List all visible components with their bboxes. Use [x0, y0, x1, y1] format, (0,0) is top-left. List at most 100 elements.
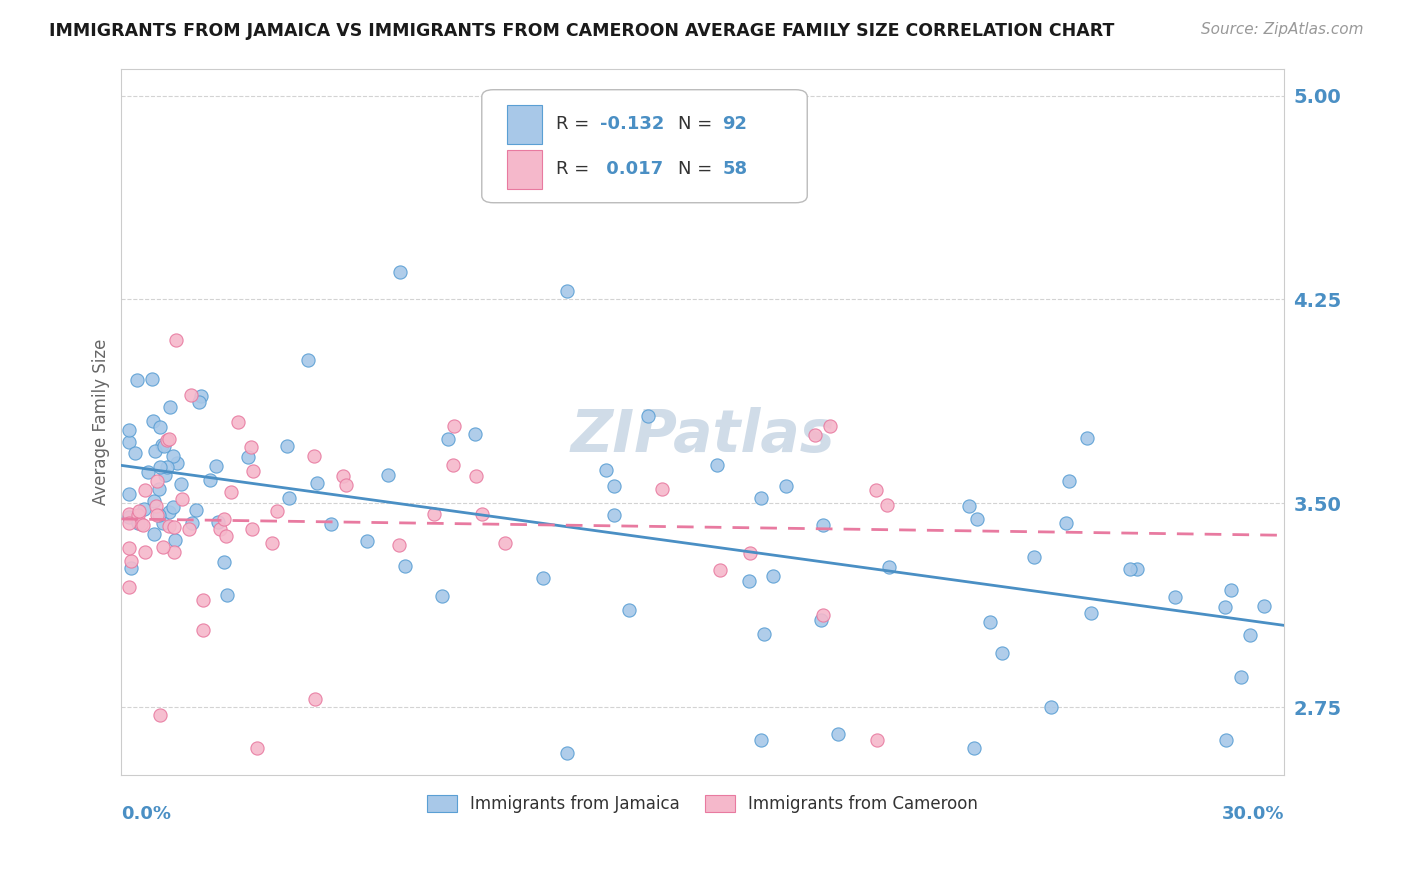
Point — [177, 522, 200, 536]
Point — [186, 503, 208, 517]
Point — [152, 541, 174, 555]
Point — [762, 569, 785, 583]
Point — [276, 439, 298, 453]
Legend: Immigrants from Jamaica, Immigrants from Cameroon: Immigrants from Jamaica, Immigrants from… — [420, 788, 986, 820]
Point — [127, 373, 149, 387]
Point — [165, 533, 187, 548]
Point — [471, 507, 494, 521]
Point — [304, 691, 326, 706]
Point — [738, 546, 761, 560]
FancyBboxPatch shape — [508, 150, 543, 189]
Point — [356, 534, 378, 549]
Text: 92: 92 — [723, 115, 748, 134]
Point — [163, 520, 186, 534]
Point — [813, 607, 835, 622]
Point — [120, 561, 142, 575]
Point — [159, 401, 181, 415]
Point — [190, 389, 212, 403]
Point — [191, 623, 214, 637]
Point — [377, 468, 399, 483]
Point — [706, 458, 728, 472]
Point — [332, 469, 354, 483]
Point — [149, 419, 172, 434]
Point — [146, 474, 169, 488]
Point — [305, 475, 328, 490]
Point — [132, 517, 155, 532]
Point — [143, 444, 166, 458]
Point — [145, 499, 167, 513]
Point — [1253, 599, 1275, 614]
Point — [866, 732, 889, 747]
Point — [957, 499, 980, 513]
Point — [215, 588, 238, 602]
Point — [124, 446, 146, 460]
Point — [752, 626, 775, 640]
Point — [430, 589, 453, 603]
Point — [170, 492, 193, 507]
Point — [209, 522, 232, 536]
Point — [157, 505, 180, 519]
Point — [141, 372, 163, 386]
Point — [749, 732, 772, 747]
Point — [148, 508, 170, 523]
Point — [278, 491, 301, 505]
Point — [494, 536, 516, 550]
Point — [142, 527, 165, 541]
Point — [1040, 700, 1063, 714]
Point — [423, 508, 446, 522]
Point — [118, 486, 141, 500]
Point — [142, 414, 165, 428]
Point — [153, 439, 176, 453]
Point — [1080, 607, 1102, 621]
Point — [1219, 582, 1241, 597]
Point — [595, 463, 617, 477]
Point — [118, 510, 141, 524]
Point — [242, 464, 264, 478]
Point — [555, 746, 578, 760]
Point — [388, 538, 411, 552]
Point — [637, 409, 659, 423]
Text: 58: 58 — [723, 160, 748, 178]
Point — [709, 563, 731, 577]
Point — [156, 433, 179, 447]
Text: 30.0%: 30.0% — [1222, 805, 1284, 823]
Point — [132, 501, 155, 516]
Point — [302, 450, 325, 464]
Point — [1022, 550, 1045, 565]
Point — [555, 285, 578, 299]
Point — [146, 508, 169, 523]
Point — [118, 434, 141, 449]
Point — [118, 580, 141, 594]
Point — [979, 615, 1001, 630]
Point — [198, 473, 221, 487]
Point — [212, 555, 235, 569]
Point — [531, 571, 554, 585]
Point — [877, 560, 900, 574]
Point — [436, 432, 458, 446]
Point — [738, 574, 761, 588]
Point — [142, 494, 165, 508]
Point — [157, 519, 180, 533]
Point — [811, 518, 834, 533]
Point — [810, 613, 832, 627]
Point — [129, 517, 152, 532]
Point — [297, 352, 319, 367]
Text: R =: R = — [557, 160, 595, 178]
Point — [148, 482, 170, 496]
Point — [118, 541, 141, 556]
Point — [1076, 431, 1098, 445]
Point — [165, 333, 187, 347]
Point — [394, 558, 416, 573]
Point — [215, 529, 238, 543]
Point — [118, 508, 141, 522]
Point — [619, 603, 641, 617]
Point — [818, 419, 841, 434]
Point — [464, 427, 486, 442]
Point — [127, 516, 149, 530]
Point — [120, 554, 142, 568]
Point — [603, 479, 626, 493]
Point — [443, 419, 465, 434]
Point — [180, 387, 202, 401]
Point — [204, 459, 226, 474]
Point — [1119, 562, 1142, 576]
